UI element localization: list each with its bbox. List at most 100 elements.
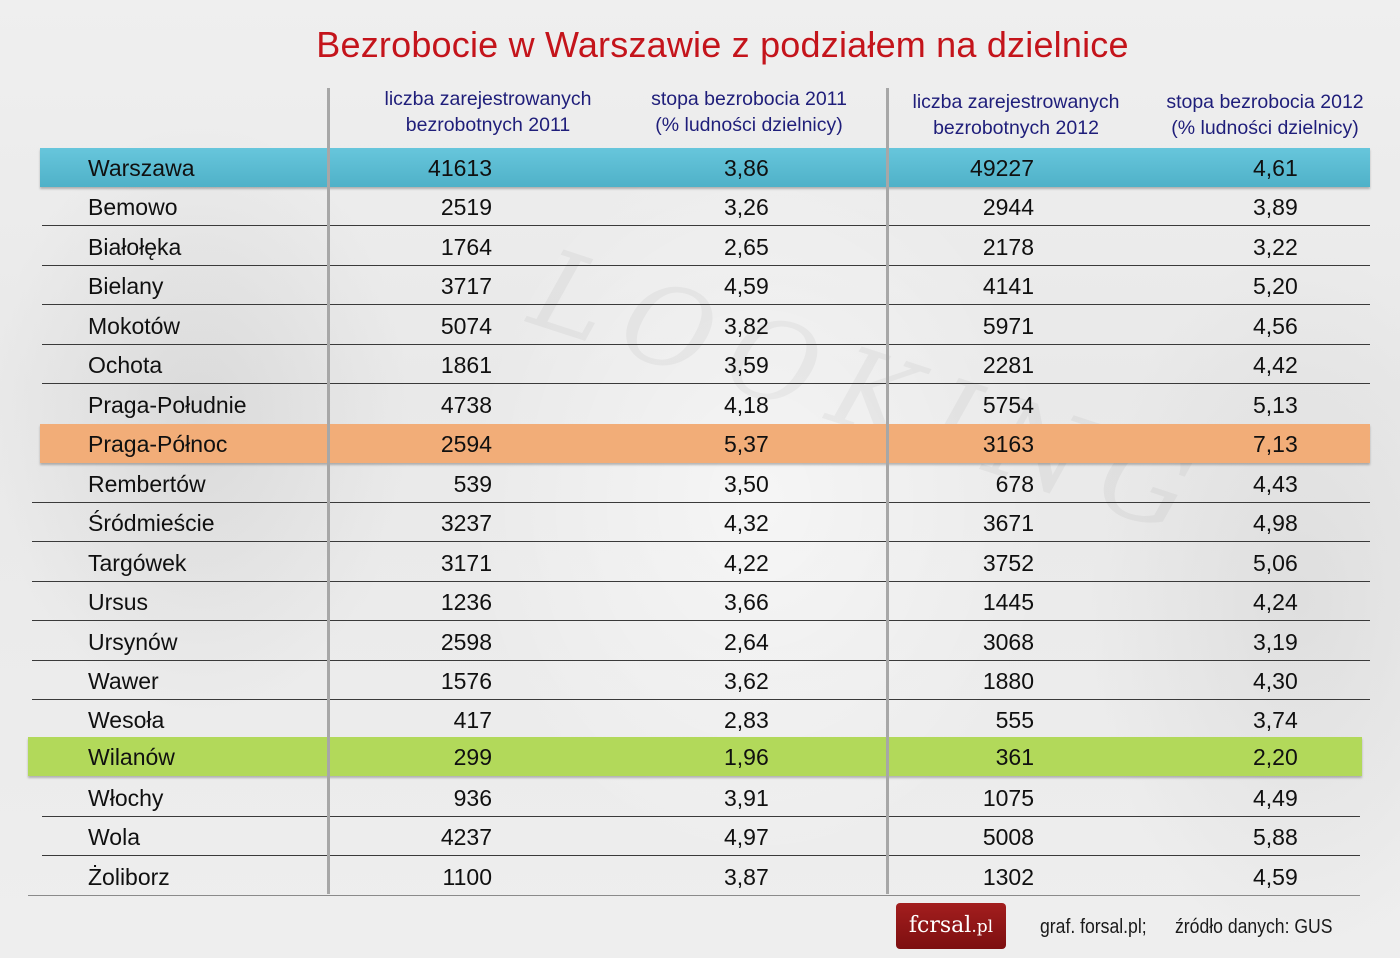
rate-2011-cell: 3,26: [724, 194, 769, 220]
unemployed-2011-cell: 2594: [440, 431, 492, 457]
header-line: (% ludności dzielnicy): [655, 114, 843, 136]
rate-2012-cell: 4,98: [1253, 510, 1298, 536]
rate-2011-cell: 4,59: [724, 273, 769, 299]
rate-2012-cell: 4,61: [1253, 155, 1298, 181]
header-unemployed-2011: liczba zarejestrowanych bezrobotnych 201…: [352, 86, 624, 138]
table-row: Śródmieście 3237 4,32 3671 4,98: [32, 503, 1370, 542]
unemployed-2012-cell: 49227: [970, 155, 1034, 181]
rate-2011-cell: 3,91: [724, 785, 769, 811]
unemployed-2012-cell: 2178: [982, 234, 1034, 260]
unemployed-2011-cell: 4237: [440, 824, 492, 850]
header-line: bezrobotnych 2012: [933, 117, 1099, 139]
unemployed-2012-cell: 2281: [982, 352, 1034, 378]
rate-2011-cell: 3,86: [724, 155, 769, 181]
row-divider: [42, 343, 1370, 345]
rate-2012-cell: 4,43: [1253, 471, 1298, 497]
row-divider: [42, 382, 1370, 384]
table-row: Bemowo 2519 3,26 2944 3,89: [42, 187, 1370, 226]
district-name-cell: Ursus: [88, 589, 149, 615]
unemployed-2011-cell: 4738: [440, 392, 492, 418]
unemployed-2012-cell: 361: [995, 744, 1034, 770]
district-name-cell: Wesoła: [88, 707, 165, 733]
rate-2011-cell: 3,50: [724, 471, 769, 497]
unemployed-2011-cell: 3171: [440, 550, 492, 576]
chart-title: Bezrobocie w Warszawie z podziałem na dz…: [316, 24, 1129, 65]
forsal-logo: fϲrsal.pl: [896, 903, 1006, 949]
table-row: Ochota 1861 3,59 2281 4,42: [42, 345, 1370, 384]
unemployed-2011-cell: 5074: [440, 313, 492, 339]
rate-2012-cell: 5,20: [1253, 273, 1298, 299]
header-line: stopa bezrobocia 2012: [1166, 91, 1364, 113]
row-divider: [32, 540, 1370, 542]
district-name-cell: Ochota: [88, 352, 163, 378]
rate-2012-cell: 3,19: [1253, 629, 1298, 655]
table-row: Warszawa 41613 3,86 49227 4,61: [40, 148, 1370, 187]
unemployed-2011-cell: 3717: [440, 273, 492, 299]
rate-2012-cell: 4,49: [1253, 785, 1298, 811]
district-name-cell: Targówek: [88, 550, 187, 576]
rate-2011-cell: 2,65: [724, 234, 769, 260]
logo-text: fϲrsal: [908, 913, 972, 938]
rate-2011-cell: 3,62: [724, 668, 769, 694]
row-divider: [32, 501, 1370, 503]
rate-2012-cell: 3,22: [1253, 234, 1298, 260]
unemployed-2012-cell: 3671: [982, 510, 1034, 536]
district-name-cell: Wawer: [88, 668, 159, 694]
row-divider: [42, 303, 1370, 305]
unemployed-2011-cell: 2519: [440, 194, 492, 220]
district-name-cell: Śródmieście: [88, 510, 215, 536]
row-divider: [32, 659, 1370, 661]
unemployed-2012-cell: 1880: [982, 668, 1034, 694]
unemployed-2011-cell: 41613: [428, 155, 492, 181]
district-name-cell: Białołęka: [88, 234, 182, 260]
rate-2012-cell: 4,24: [1253, 589, 1298, 615]
district-name-cell: Praga-Południe: [88, 392, 247, 418]
table-row: Mokotów 5074 3,82 5971 4,56: [42, 306, 1370, 345]
table-row: Praga-Południe 4738 4,18 5754 5,13: [40, 385, 1370, 424]
unemployed-2011-cell: 1576: [440, 668, 492, 694]
rate-2012-cell: 4,59: [1253, 864, 1298, 890]
row-divider: [42, 854, 1360, 856]
rate-2011-cell: 3,82: [724, 313, 769, 339]
column-divider-1: [327, 88, 330, 894]
unemployed-2012-cell: 4141: [982, 273, 1034, 299]
rate-2011-cell: 3,59: [724, 352, 769, 378]
graphic-credit: graf. forsal.pl;: [1040, 916, 1147, 938]
unemployed-2011-cell: 936: [453, 785, 492, 811]
district-name-cell: Wilanów: [88, 744, 175, 770]
unemployed-2012-cell: 1075: [982, 785, 1034, 811]
row-divider: [42, 264, 1370, 266]
header-rate-2011: stopa bezrobocia 2011 (% ludności dzieln…: [622, 86, 876, 138]
unemployed-2012-cell: 678: [995, 471, 1034, 497]
rate-2012-cell: 7,13: [1253, 431, 1298, 457]
table-row: Wawer 1576 3,62 1880 4,30: [32, 661, 1370, 700]
district-name-cell: Włochy: [88, 785, 164, 811]
unemployed-2011-cell: 1100: [442, 864, 492, 890]
unemployed-2012-cell: 555: [995, 707, 1034, 733]
unemployed-2011-cell: 417: [453, 707, 492, 733]
unemployed-2012-cell: 3068: [982, 629, 1034, 655]
rate-2012-cell: 5,06: [1253, 550, 1298, 576]
district-name-cell: Ursynów: [88, 629, 178, 655]
header-line: bezrobotnych 2011: [405, 114, 571, 136]
header-unemployed-2012: liczba zarejestrowanych bezrobotnych 201…: [882, 89, 1150, 141]
rate-2012-cell: 5,88: [1253, 824, 1298, 850]
header-line: liczba zarejestrowanych: [912, 91, 1120, 113]
table-row: Białołęka 1764 2,65 2178 3,22: [42, 227, 1370, 266]
district-name-cell: Bemowo: [88, 194, 178, 220]
row-divider: [28, 894, 1360, 896]
unemployed-2012-cell: 1302: [982, 864, 1034, 890]
table-row: Rembertów 539 3,50 678 4,43: [32, 464, 1370, 503]
unemployed-2012-cell: 3163: [982, 431, 1034, 457]
unemployed-2011-cell: 299: [453, 744, 492, 770]
unemployed-2011-cell: 3237: [440, 510, 492, 536]
rate-2012-cell: 4,56: [1253, 313, 1298, 339]
table-row: Wesoła 417 2,83 555 3,74: [32, 700, 1370, 739]
unemployed-2012-cell: 5754: [982, 392, 1034, 418]
rate-2012-cell: 4,42: [1253, 352, 1298, 378]
district-name-cell: Żoliborz: [88, 864, 170, 890]
unemployed-2011-cell: 2598: [440, 629, 492, 655]
unemployed-2011-cell: 539: [453, 471, 492, 497]
header-line: liczba zarejestrowanych: [384, 88, 592, 110]
row-divider: [32, 698, 1370, 700]
